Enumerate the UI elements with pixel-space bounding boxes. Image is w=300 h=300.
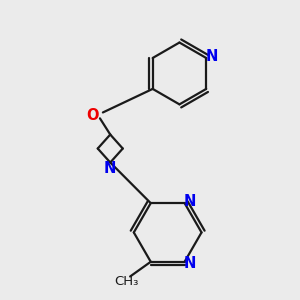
Text: O: O	[86, 109, 99, 124]
Text: CH₃: CH₃	[114, 275, 139, 288]
Text: N: N	[104, 161, 116, 176]
Text: N: N	[205, 49, 218, 64]
Text: N: N	[184, 194, 196, 209]
Text: N: N	[184, 256, 196, 271]
